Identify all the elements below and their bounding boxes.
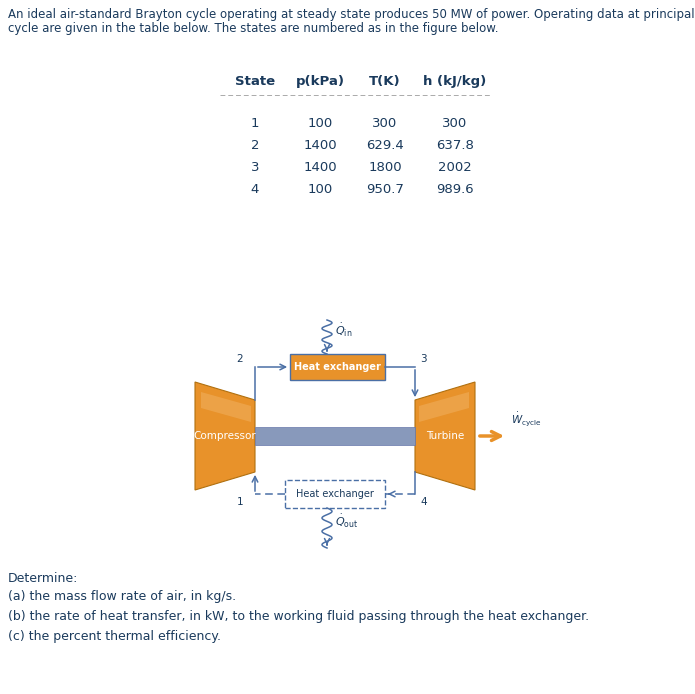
Bar	[285, 480, 385, 508]
Text: An ideal air-standard Brayton cycle operating at steady state produces 50 MW of : An ideal air-standard Brayton cycle oper…	[8, 8, 695, 21]
Text: Heat exchanger: Heat exchanger	[293, 362, 380, 372]
Polygon shape	[419, 392, 469, 422]
Text: 100: 100	[307, 183, 333, 196]
Text: 637.8: 637.8	[436, 139, 474, 152]
Text: (c) the percent thermal efficiency.: (c) the percent thermal efficiency.	[8, 630, 221, 643]
Text: $\dot{Q}_{\rm in}$: $\dot{Q}_{\rm in}$	[335, 322, 352, 339]
Text: Determine:: Determine:	[8, 572, 79, 585]
Text: State: State	[235, 75, 275, 88]
Text: p(kPa): p(kPa)	[295, 75, 345, 88]
Bar	[290, 354, 385, 380]
Text: $\dot{W}_{\rm cycle}$: $\dot{W}_{\rm cycle}$	[511, 410, 541, 428]
Text: 4: 4	[251, 183, 259, 196]
Text: 300: 300	[373, 117, 398, 130]
Text: 1400: 1400	[303, 139, 337, 152]
Text: 950.7: 950.7	[366, 183, 404, 196]
Text: (b) the rate of heat transfer, in kW, to the working fluid passing through the h: (b) the rate of heat transfer, in kW, to…	[8, 610, 589, 623]
Text: cycle are given in the table below. The states are numbered as in the figure bel: cycle are given in the table below. The …	[8, 22, 498, 35]
Text: Heat exchanger: Heat exchanger	[296, 489, 374, 499]
Text: 1: 1	[251, 117, 259, 130]
Text: 3: 3	[251, 161, 259, 174]
Polygon shape	[201, 392, 251, 422]
Text: 1400: 1400	[303, 161, 337, 174]
Polygon shape	[255, 427, 415, 445]
Text: 100: 100	[307, 117, 333, 130]
Text: T(K): T(K)	[369, 75, 401, 88]
Text: 2: 2	[251, 139, 259, 152]
Polygon shape	[195, 382, 255, 490]
Text: 1800: 1800	[368, 161, 402, 174]
Text: Turbine: Turbine	[426, 431, 464, 441]
Text: 1: 1	[236, 497, 243, 507]
Polygon shape	[415, 382, 475, 490]
Text: 2002: 2002	[438, 161, 472, 174]
Text: 629.4: 629.4	[366, 139, 404, 152]
Text: Compressor: Compressor	[194, 431, 256, 441]
Text: (a) the mass flow rate of air, in kg/s.: (a) the mass flow rate of air, in kg/s.	[8, 590, 236, 603]
Text: 4: 4	[420, 497, 427, 507]
Text: h (kJ/kg): h (kJ/kg)	[423, 75, 486, 88]
Text: 2: 2	[236, 354, 243, 364]
Text: 3: 3	[420, 354, 427, 364]
Text: $\dot{Q}_{\rm out}$: $\dot{Q}_{\rm out}$	[335, 513, 359, 530]
Text: 300: 300	[443, 117, 468, 130]
Text: 989.6: 989.6	[436, 183, 474, 196]
